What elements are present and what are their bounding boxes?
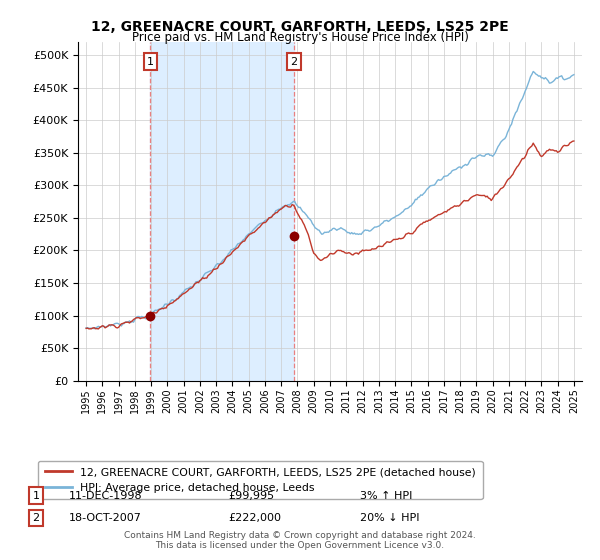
- Legend: 12, GREENACRE COURT, GARFORTH, LEEDS, LS25 2PE (detached house), HPI: Average pr: 12, GREENACRE COURT, GARFORTH, LEEDS, LS…: [38, 461, 482, 499]
- Text: 2: 2: [32, 513, 40, 523]
- Text: £99,995: £99,995: [228, 491, 274, 501]
- Bar: [151, 42, 294, 381]
- Text: 1: 1: [32, 491, 40, 501]
- Text: 20% ↓ HPI: 20% ↓ HPI: [360, 513, 419, 523]
- Text: Price paid vs. HM Land Registry's House Price Index (HPI): Price paid vs. HM Land Registry's House …: [131, 31, 469, 44]
- Text: £222,000: £222,000: [228, 513, 281, 523]
- Text: 2: 2: [290, 57, 298, 67]
- Text: 12, GREENACRE COURT, GARFORTH, LEEDS, LS25 2PE: 12, GREENACRE COURT, GARFORTH, LEEDS, LS…: [91, 20, 509, 34]
- Text: 3% ↑ HPI: 3% ↑ HPI: [360, 491, 412, 501]
- Text: 11-DEC-1998: 11-DEC-1998: [69, 491, 143, 501]
- Text: 1: 1: [147, 57, 154, 67]
- Text: Contains HM Land Registry data © Crown copyright and database right 2024.
This d: Contains HM Land Registry data © Crown c…: [124, 530, 476, 550]
- Text: 18-OCT-2007: 18-OCT-2007: [69, 513, 142, 523]
